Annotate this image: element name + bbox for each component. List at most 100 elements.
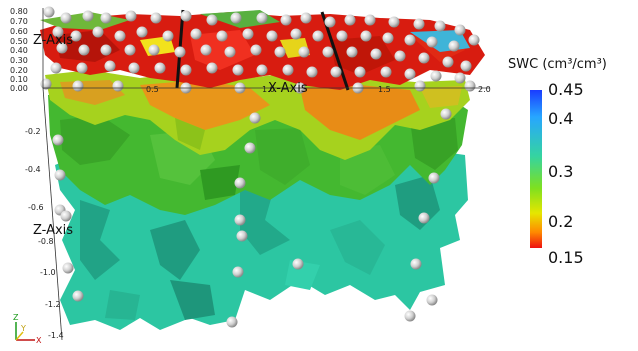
z-axis: 0.80 0.70 0.60 0.50 0.40 0.30 0.20 0.10 … xyxy=(10,7,73,341)
sensor-sphere xyxy=(162,30,174,42)
sensor-sphere xyxy=(312,30,324,42)
sensor-sphere xyxy=(464,80,476,92)
sensor-sphere xyxy=(224,46,236,58)
x-axis: 0.5 1.0 1.5 2.0 X-Axis xyxy=(43,81,491,96)
sensor-sphere xyxy=(100,44,112,56)
sensor-sphere xyxy=(346,46,358,58)
sensor-sphere xyxy=(413,18,425,30)
sensor-sphere xyxy=(100,12,112,24)
sensor-sphere xyxy=(460,60,472,72)
sensor-sphere xyxy=(180,64,192,76)
sensor-sphere xyxy=(124,44,136,56)
sensor-sphere xyxy=(404,68,416,80)
sensor-sphere xyxy=(78,44,90,56)
x-axis-title: X-Axis xyxy=(268,81,308,96)
x-tick-label: 0.5 xyxy=(146,85,159,94)
z-tick-label: 0.20 xyxy=(10,66,28,75)
colorbar-label: 0.3 xyxy=(548,162,573,181)
sensor-sphere xyxy=(72,290,84,302)
z-tick-label: -1.2 xyxy=(45,300,61,309)
sensor-sphere xyxy=(306,66,318,78)
sensor-sphere xyxy=(72,80,84,92)
sensor-sphere xyxy=(274,46,286,58)
sensor-sphere xyxy=(300,12,312,24)
z-axis-title-upper: Z-Axis xyxy=(33,33,73,48)
color-legend: SWC (cm³/cm³) 0.45 0.4 0.3 0.2 0.15 xyxy=(508,57,607,267)
sensor-sphere xyxy=(336,30,348,42)
sensor-sphere xyxy=(70,30,82,42)
sensor-sphere xyxy=(418,52,430,64)
sensor-sphere xyxy=(82,10,94,22)
z-tick-label: -0.4 xyxy=(25,165,41,174)
sensor-sphere xyxy=(370,48,382,60)
sensor-sphere xyxy=(282,64,294,76)
sensor-sphere xyxy=(174,46,186,58)
sensor-sphere xyxy=(150,12,162,24)
sensor-sphere xyxy=(92,26,104,38)
sensor-sphere xyxy=(148,44,160,56)
z-tick-label: 0.40 xyxy=(10,46,28,55)
sensor-sphere xyxy=(388,16,400,28)
sensor-sphere xyxy=(360,30,372,42)
sensor-sphere xyxy=(60,210,72,222)
sensor-sphere xyxy=(232,64,244,76)
z-tick-label: 0.10 xyxy=(10,75,28,84)
sensor-sphere xyxy=(180,10,192,22)
colorbar-gradient xyxy=(530,90,542,248)
sensor-sphere xyxy=(244,142,256,154)
sensor-sphere xyxy=(382,32,394,44)
sensor-sphere xyxy=(418,212,430,224)
z-tick-label: 0.60 xyxy=(10,27,28,36)
sensor-sphere xyxy=(290,28,302,40)
x-tick-label: 1.0 xyxy=(262,85,275,94)
sensor-sphere xyxy=(454,72,466,84)
z-tick-label: 0.80 xyxy=(10,7,28,16)
sensor-sphere xyxy=(236,230,248,242)
sensor-sphere xyxy=(249,112,261,124)
sensor-sphere xyxy=(52,134,64,146)
sensor-sphere xyxy=(62,262,74,274)
sensor-sphere xyxy=(50,62,62,74)
sensor-spheres xyxy=(40,6,480,328)
sensor-sphere xyxy=(54,169,66,181)
sensor-sphere xyxy=(128,62,140,74)
sensor-sphere xyxy=(394,50,406,62)
sensor-sphere xyxy=(404,310,416,322)
z-tick-label: -1.4 xyxy=(48,331,64,340)
sensor-sphere xyxy=(112,80,124,92)
sensor-sphere xyxy=(56,42,68,54)
z-tick-label: -1.0 xyxy=(40,268,56,277)
z-tick-label: -0.2 xyxy=(25,127,41,136)
sensor-sphere xyxy=(354,66,366,78)
sensor-sphere xyxy=(292,258,304,270)
sensor-sphere xyxy=(226,316,238,328)
sensor-sphere xyxy=(404,34,416,46)
sensor-sphere xyxy=(256,64,268,76)
triad-x-label: X xyxy=(36,336,42,345)
sensor-sphere xyxy=(426,294,438,306)
z-tick-label: -0.6 xyxy=(28,203,44,212)
sensor-sphere xyxy=(298,46,310,58)
z-tick-label: -0.8 xyxy=(38,237,54,246)
sensor-sphere xyxy=(206,62,218,74)
sensor-sphere xyxy=(324,16,336,28)
sensor-sphere xyxy=(154,62,166,74)
sensor-sphere xyxy=(52,26,64,38)
sensor-sphere xyxy=(250,44,262,56)
sensor-sphere xyxy=(76,62,88,74)
z-axis-title-lower: Z-Axis xyxy=(33,223,73,238)
colorbar-label: 0.4 xyxy=(548,109,573,128)
sensor-sphere xyxy=(364,14,376,26)
sensor-sphere xyxy=(322,46,334,58)
sensor-sphere xyxy=(136,26,148,38)
triad-y-label: Y xyxy=(20,324,26,333)
sensor-sphere xyxy=(448,40,460,52)
x-tick-label: 2.0 xyxy=(478,85,491,94)
sensor-sphere xyxy=(330,66,342,78)
sensor-sphere xyxy=(43,6,55,18)
sensor-sphere xyxy=(190,28,202,40)
sensor-sphere xyxy=(410,258,422,270)
sensor-sphere xyxy=(426,36,438,48)
